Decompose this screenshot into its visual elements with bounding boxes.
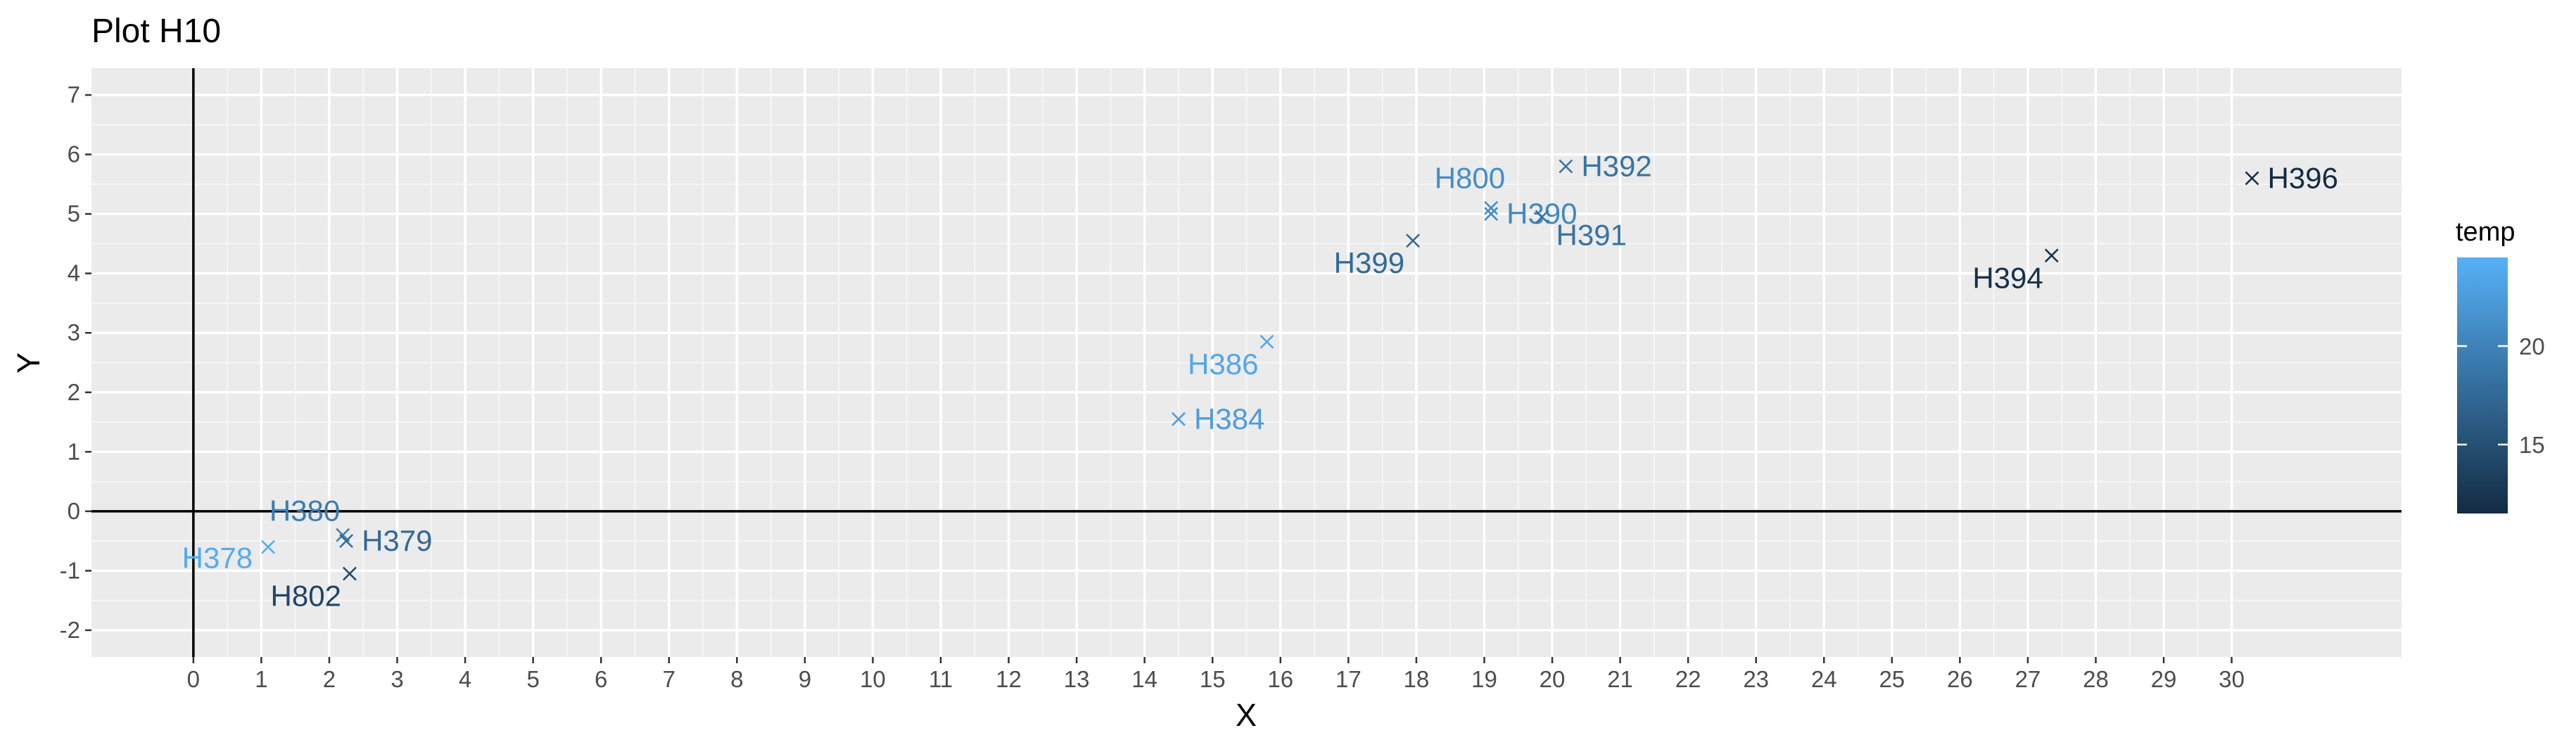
legend-tick-label: 15	[2519, 432, 2545, 458]
point-label: H386	[1188, 347, 1258, 381]
y-tick-label: 2	[68, 379, 80, 405]
point-label: H802	[271, 580, 341, 613]
y-tick-label: 4	[68, 260, 80, 286]
data-point: H379	[339, 524, 433, 557]
data-point: H399	[1334, 234, 1420, 279]
x-tick-label: 21	[1607, 666, 1633, 692]
x-tick-label: 6	[595, 666, 607, 692]
point-marker	[336, 528, 350, 542]
x-tick-label: 12	[996, 666, 1022, 692]
point-label: H394	[1972, 261, 2043, 294]
x-tick-label: 10	[860, 666, 886, 692]
y-tick-label: 1	[68, 438, 80, 464]
data-point: H800	[1435, 162, 1505, 215]
point-marker	[1406, 234, 1420, 248]
x-tick-label: 7	[663, 666, 675, 692]
point-label: H390	[1506, 197, 1577, 230]
x-tick-label: 17	[1335, 666, 1362, 692]
x-tick-label: 1	[255, 666, 267, 692]
point-marker	[1484, 200, 1498, 215]
y-axis-title: Y	[11, 352, 46, 374]
y-tick-label: 0	[68, 498, 80, 524]
data-point: H390	[1484, 197, 1578, 230]
x-tick-label: 16	[1267, 666, 1293, 692]
point-marker	[2245, 171, 2259, 186]
point-label: H391	[1556, 218, 1627, 251]
data-point: H802	[271, 566, 357, 613]
x-tick-label: 26	[1947, 666, 1973, 692]
x-tick-label: 28	[2083, 666, 2109, 692]
plot-title: Plot H10	[91, 13, 221, 50]
point-label: H380	[269, 494, 340, 528]
x-tick-label: 22	[1675, 666, 1701, 692]
grid-lines	[91, 68, 2401, 657]
data-point: H378	[182, 540, 275, 575]
data-point: H394	[1972, 248, 2059, 294]
x-tick-label: 14	[1131, 666, 1157, 692]
y-tick-label: 3	[68, 319, 80, 345]
point-marker	[1260, 335, 1274, 349]
x-tick-label: 2	[323, 666, 336, 692]
x-tick-label: 23	[1743, 666, 1769, 692]
y-tick-label: 5	[68, 200, 80, 226]
point-marker	[1172, 411, 1186, 426]
x-tick-label: 4	[459, 666, 471, 692]
data-point: H386	[1188, 335, 1274, 381]
legend-title: temp	[2456, 217, 2515, 247]
x-tick-label: 25	[1879, 666, 1905, 692]
x-tick-label: 18	[1404, 666, 1430, 692]
x-tick-label: 9	[799, 666, 811, 692]
point-marker	[1484, 207, 1498, 222]
point-label: H800	[1435, 162, 1505, 195]
point-marker	[1535, 210, 1549, 224]
point-label: H378	[182, 542, 253, 575]
x-tick-label: 20	[1540, 666, 1566, 692]
x-tick-label: 29	[2151, 666, 2177, 692]
x-tick-label: 24	[1811, 666, 1837, 692]
x-axis: 0 1 2 3 4 5 6 7 8 9 10 11 12 13 14 15 16 17 18 19 20 21 22 23 24…	[187, 657, 2245, 692]
data-point: H384	[1172, 402, 1264, 435]
data-point: H391	[1535, 210, 1627, 251]
x-tick-label: 8	[730, 666, 743, 692]
point-label: H384	[1194, 402, 1264, 435]
data-point: H392	[1559, 150, 1652, 183]
x-tick-label: 15	[1200, 666, 1226, 692]
point-marker	[1559, 159, 1573, 174]
point-marker	[343, 566, 357, 581]
point-label: H379	[362, 524, 432, 557]
y-tick-label: -1	[60, 557, 80, 583]
x-tick-label: 13	[1064, 666, 1090, 692]
point-label: H392	[1581, 150, 1651, 183]
x-tick-label: 30	[2219, 666, 2245, 692]
x-tick-label: 0	[187, 666, 200, 692]
point-marker	[2044, 248, 2059, 263]
legend-tick-label: 20	[2519, 333, 2545, 359]
point-label: H396	[2268, 161, 2338, 194]
reference-lines	[91, 68, 2401, 657]
point-marker	[261, 540, 275, 554]
x-tick-label: 11	[929, 666, 953, 692]
data-point: H380	[269, 494, 350, 542]
legend-colorbar	[2457, 257, 2508, 513]
x-tick-label: 3	[391, 666, 403, 692]
data-point: H396	[2245, 161, 2338, 194]
x-tick-label: 19	[1471, 666, 1497, 692]
x-tick-label: 5	[526, 666, 539, 692]
x-tick-label: 27	[2015, 666, 2041, 692]
point-label: H399	[1334, 246, 1404, 279]
x-axis-title: X	[1236, 697, 1257, 733]
point-marker	[339, 534, 353, 549]
y-tick-label: 7	[68, 82, 80, 108]
y-tick-label: -2	[60, 617, 80, 643]
y-tick-label: 6	[68, 141, 80, 167]
y-axis: -2 -1 0 1 2 3 4 5 6 7	[60, 82, 91, 643]
